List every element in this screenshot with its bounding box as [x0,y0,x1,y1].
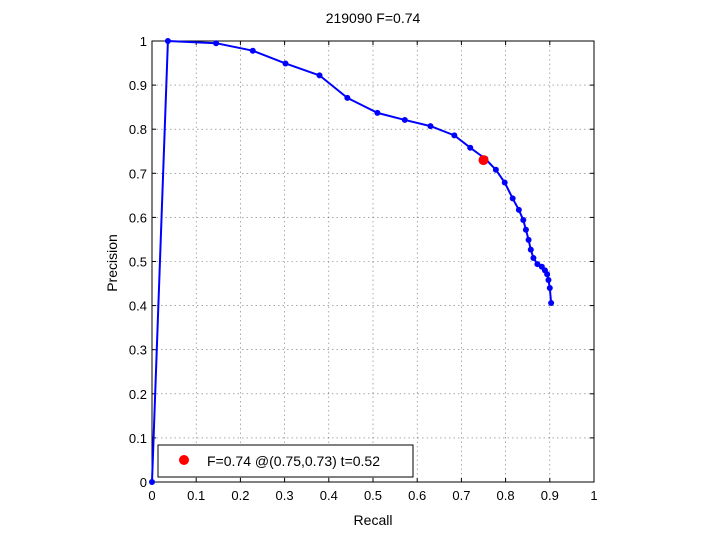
legend-marker [179,455,189,465]
data-point [527,246,534,253]
data-point [509,195,516,202]
y-tick-label: 0.5 [129,255,147,270]
x-tick-label: 0.6 [408,488,426,503]
x-tick-label: 0.3 [276,488,294,503]
x-tick-label: 0.2 [231,488,249,503]
x-axis-label: Recall [354,512,393,528]
x-tick-label: 0.9 [541,488,559,503]
data-point [427,123,434,130]
x-tick-label: 0.1 [187,488,205,503]
data-point [451,132,458,139]
data-point [544,271,551,278]
data-point [282,60,289,67]
x-tick-label: 0.7 [452,488,470,503]
x-axis-tick-labels: 0 0.1 0.2 0.3 0.4 0.5 0.6 0.7 0.8 0.9 1 [148,488,597,503]
y-axis-label: Precision [104,234,120,292]
y-tick-label: 0.4 [129,299,147,314]
chart-title: 219090 F=0.74 [326,10,421,26]
y-axis-tick-labels: 0 0.1 0.2 0.3 0.4 0.5 0.6 0.7 0.8 0.9 1 [129,34,147,490]
data-point [525,236,532,243]
data-point [522,226,529,233]
y-tick-label: 0.3 [129,343,147,358]
data-point [467,144,474,151]
data-point [534,261,541,268]
data-point [374,109,381,116]
grid [152,41,594,482]
y-tick-label: 0 [140,475,147,490]
x-tick-label: 0.8 [497,488,515,503]
data-point [548,299,555,306]
legend: F=0.74 @(0.75,0.73) t=0.52 [157,444,414,478]
data-point [149,479,155,485]
best-f-point-layer [478,155,489,166]
data-point [164,38,171,44]
data-point [530,254,537,261]
data-point [213,40,220,47]
best-f-point [478,155,489,166]
legend-label: F=0.74 @(0.75,0.73) t=0.52 [207,453,380,469]
y-tick-label: 0.1 [129,431,147,446]
data-point [545,277,552,284]
data-point [515,206,522,213]
data-point [520,217,527,224]
y-tick-label: 0.6 [129,210,147,225]
data-point [492,166,499,173]
pr-curve [149,38,555,485]
data-point [316,72,323,79]
y-tick-label: 0.9 [129,78,147,93]
data-point [344,94,351,101]
x-tick-label: 0.5 [364,488,382,503]
data-point [249,47,256,54]
y-tick-label: 0.8 [129,122,147,137]
x-tick-label: 0 [148,488,155,503]
data-point [501,179,508,186]
legend-box [157,444,414,478]
y-tick-label: 0.2 [129,387,147,402]
x-tick-label: 1 [590,488,597,503]
data-point [401,116,408,123]
x-tick-label: 0.4 [320,488,338,503]
y-tick-label: 1 [140,34,147,49]
y-tick-label: 0.7 [129,166,147,181]
data-point [546,284,553,291]
